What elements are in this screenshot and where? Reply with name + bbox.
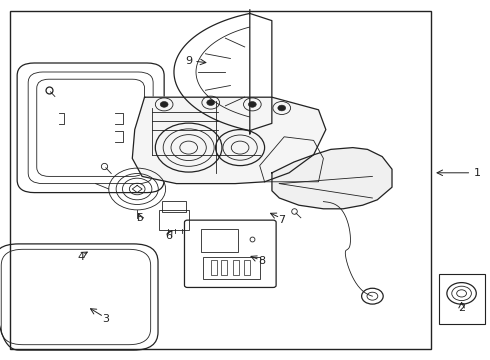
Text: 8: 8: [259, 256, 266, 266]
Text: 1: 1: [474, 168, 481, 178]
Bar: [221, 260, 227, 275]
Text: 9: 9: [185, 56, 192, 66]
Text: 3: 3: [102, 314, 109, 324]
Bar: [201, 229, 238, 252]
Circle shape: [278, 105, 286, 111]
Circle shape: [248, 102, 256, 107]
Circle shape: [160, 102, 168, 107]
Text: 7: 7: [278, 215, 285, 225]
Polygon shape: [272, 148, 392, 209]
Bar: [439, 274, 485, 324]
Bar: [10, 11, 431, 349]
Circle shape: [207, 100, 215, 105]
Bar: [211, 260, 217, 275]
Text: 6: 6: [166, 231, 172, 241]
Polygon shape: [132, 97, 326, 184]
Text: 5: 5: [136, 213, 143, 223]
Bar: [233, 260, 239, 275]
Text: 4: 4: [77, 252, 84, 262]
Text: 2: 2: [458, 303, 465, 313]
Bar: [203, 257, 260, 279]
Bar: [244, 260, 250, 275]
